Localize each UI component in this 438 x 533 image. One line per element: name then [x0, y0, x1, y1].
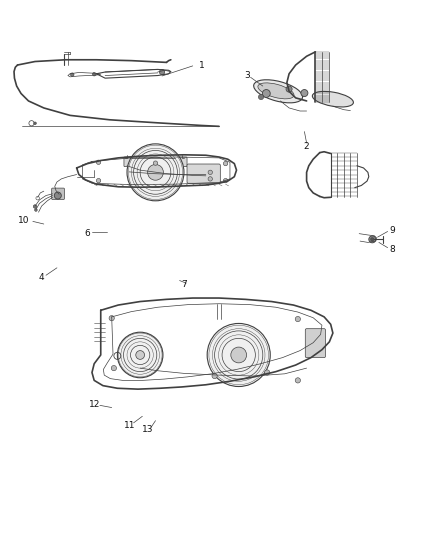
Circle shape	[208, 170, 212, 174]
Text: 6: 6	[85, 229, 91, 238]
Circle shape	[265, 370, 270, 375]
FancyBboxPatch shape	[187, 164, 220, 183]
Circle shape	[111, 366, 117, 371]
Circle shape	[369, 236, 376, 243]
Circle shape	[136, 351, 145, 359]
Text: 4: 4	[39, 273, 44, 282]
Circle shape	[295, 317, 300, 322]
Circle shape	[223, 179, 228, 183]
Circle shape	[92, 72, 96, 76]
Circle shape	[262, 90, 270, 98]
Circle shape	[96, 179, 101, 183]
Circle shape	[231, 347, 247, 363]
Text: 11: 11	[124, 421, 135, 430]
Circle shape	[54, 192, 61, 199]
Circle shape	[371, 238, 374, 241]
FancyBboxPatch shape	[305, 329, 325, 358]
Circle shape	[286, 86, 292, 92]
Circle shape	[127, 144, 184, 201]
Circle shape	[317, 351, 322, 357]
Circle shape	[317, 332, 322, 336]
Circle shape	[35, 209, 37, 211]
Text: 8: 8	[389, 245, 395, 254]
Circle shape	[223, 161, 228, 166]
Text: 10: 10	[18, 216, 30, 225]
Circle shape	[258, 94, 264, 100]
Circle shape	[295, 378, 300, 383]
Text: 7: 7	[181, 280, 187, 289]
FancyBboxPatch shape	[124, 157, 187, 167]
Circle shape	[117, 332, 163, 378]
Circle shape	[109, 316, 114, 321]
Text: 13: 13	[142, 425, 154, 434]
Circle shape	[71, 73, 74, 76]
FancyBboxPatch shape	[52, 188, 64, 199]
Ellipse shape	[254, 80, 303, 103]
Circle shape	[208, 177, 212, 181]
Circle shape	[34, 122, 36, 125]
Ellipse shape	[258, 83, 294, 99]
Circle shape	[96, 160, 101, 165]
Ellipse shape	[312, 91, 353, 107]
Circle shape	[148, 165, 163, 180]
Text: 9: 9	[389, 225, 395, 235]
Circle shape	[212, 374, 217, 378]
Text: 2: 2	[304, 142, 309, 150]
Circle shape	[153, 161, 158, 165]
Circle shape	[207, 324, 270, 386]
Circle shape	[33, 205, 37, 208]
Text: 12: 12	[88, 400, 100, 409]
Circle shape	[301, 90, 308, 96]
Text: 3: 3	[244, 71, 251, 80]
Text: 1: 1	[198, 61, 205, 70]
Circle shape	[159, 69, 165, 75]
